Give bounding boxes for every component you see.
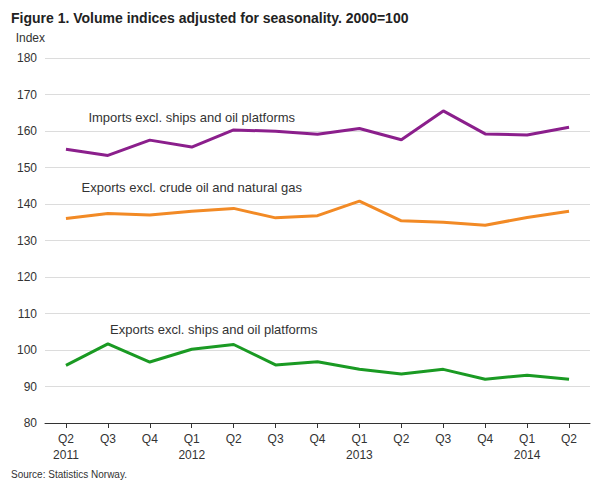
svg-text:Q1: Q1 bbox=[184, 432, 200, 446]
svg-text:Q3: Q3 bbox=[435, 432, 451, 446]
svg-text:2012: 2012 bbox=[178, 448, 205, 462]
svg-text:Exports excl. ships and oil pl: Exports excl. ships and oil platforms bbox=[110, 322, 318, 337]
svg-text:Figure 1. Volume indices adjus: Figure 1. Volume indices adjusted for se… bbox=[11, 10, 409, 26]
svg-text:2013: 2013 bbox=[346, 448, 373, 462]
svg-text:Imports excl. ships and oil pl: Imports excl. ships and oil platforms bbox=[88, 110, 295, 125]
svg-text:140: 140 bbox=[17, 197, 37, 211]
svg-text:Q4: Q4 bbox=[309, 432, 325, 446]
svg-text:Q2: Q2 bbox=[226, 432, 242, 446]
svg-text:130: 130 bbox=[17, 234, 37, 248]
svg-text:Q1: Q1 bbox=[519, 432, 535, 446]
svg-text:80: 80 bbox=[24, 416, 38, 430]
svg-text:110: 110 bbox=[18, 307, 37, 321]
svg-text:Index: Index bbox=[16, 31, 45, 45]
svg-text:150: 150 bbox=[17, 161, 37, 175]
svg-text:Q3: Q3 bbox=[100, 432, 116, 446]
svg-text:180: 180 bbox=[17, 51, 37, 65]
svg-text:160: 160 bbox=[17, 124, 37, 138]
svg-text:Exports excl. crude oil and na: Exports excl. crude oil and natural gas bbox=[82, 180, 303, 195]
svg-text:Q3: Q3 bbox=[268, 432, 284, 446]
svg-text:100: 100 bbox=[17, 343, 37, 357]
svg-text:2014: 2014 bbox=[514, 448, 541, 462]
svg-text:Q2: Q2 bbox=[393, 432, 409, 446]
svg-text:Q4: Q4 bbox=[142, 432, 158, 446]
svg-text:Q4: Q4 bbox=[477, 432, 493, 446]
svg-text:2011: 2011 bbox=[53, 448, 79, 462]
svg-text:Q1: Q1 bbox=[351, 432, 367, 446]
svg-text:Source: Statistics Norway.: Source: Statistics Norway. bbox=[11, 469, 127, 480]
svg-text:170: 170 bbox=[17, 88, 37, 102]
svg-text:120: 120 bbox=[17, 270, 37, 284]
svg-text:Q2: Q2 bbox=[561, 432, 577, 446]
svg-text:90: 90 bbox=[24, 380, 38, 394]
svg-text:Q2: Q2 bbox=[58, 432, 74, 446]
